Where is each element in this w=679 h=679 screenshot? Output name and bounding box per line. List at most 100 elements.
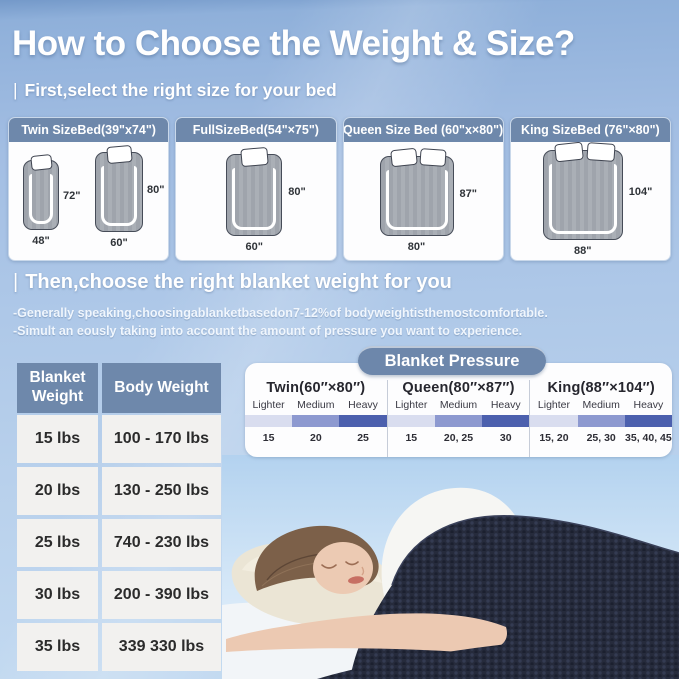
pressure-values: 15 20 25	[245, 432, 387, 444]
blanket-fold-line	[548, 164, 617, 234]
table-cell: 20 lbs	[17, 467, 98, 515]
pressure-group-title: Queen(80″×87″)	[402, 380, 515, 396]
pressure-group-title: Twin(60″×80″)	[266, 380, 366, 396]
pillow-shape	[586, 142, 616, 162]
table-cell: 339 330 lbs	[102, 623, 221, 671]
table-cell: 100 - 170 lbs	[102, 415, 221, 463]
bed-illustration	[226, 146, 283, 236]
label-heavy: Heavy	[633, 399, 664, 411]
value-heavy: 35, 40, 45	[625, 432, 672, 444]
bed-illustration	[542, 141, 623, 240]
value-lighter: 15	[262, 432, 275, 444]
section1-heading-text: First,select the right size for your bed	[24, 80, 337, 100]
card-twin: Twin SizeBed(39"x74") 72" 48" 80" 60"	[8, 117, 170, 261]
section1-heading: | First,select the right size for your be…	[13, 80, 337, 101]
bar-segment-light	[387, 415, 435, 427]
value-medium: 25, 30	[586, 432, 616, 444]
card-full-title: FullSizeBed(54"×75")	[176, 118, 336, 142]
blanket-fold-line	[385, 170, 448, 230]
bed-height-label: 72"	[63, 190, 81, 202]
bed-illustration	[379, 147, 454, 236]
bed-size-cards: Twin SizeBed(39"x74") 72" 48" 80" 60" Fu…	[8, 117, 671, 261]
blanket-pressure-panel: Twin(60″×80″) Lighter Medium Heavy 15 20…	[245, 363, 672, 457]
sleeping-woman-photo	[222, 455, 679, 679]
bed-width-label: 48"	[32, 235, 50, 247]
card-king-title: King SizeBed (76"×80")	[510, 118, 670, 142]
table-cell: 130 - 250 lbs	[102, 467, 221, 515]
bed-width-label: 60"	[110, 237, 128, 249]
card-full: FullSizeBed(54"×75") 80" 60"	[175, 117, 337, 261]
note-line-2: -Simult an eously taking into account th…	[13, 324, 523, 338]
heading-bar: |	[13, 80, 18, 100]
section2-heading-text: Then,choose the right blanket weight for…	[25, 271, 452, 293]
card-queen: Queen Size Bed (60"x×80") 87" 80"	[342, 117, 504, 261]
table-cell: 15 lbs	[17, 415, 98, 463]
card-full-body: 80" 60"	[176, 142, 335, 260]
blanket-fold-line	[101, 166, 137, 226]
bar-segment-medium	[577, 415, 625, 427]
pillow-shape	[106, 144, 133, 165]
label-heavy: Heavy	[490, 399, 521, 411]
label-heavy: Heavy	[348, 399, 378, 411]
pressure-group-king: King(88″×104″) Lighter Medium Heavy 15, …	[529, 380, 672, 457]
bar-segment-medium	[434, 415, 483, 427]
page-title: How to Choose the Weight & Size?	[12, 24, 575, 63]
pillow-shape	[30, 153, 53, 172]
bar-segment-light	[245, 415, 293, 427]
pillow-shape	[553, 141, 584, 163]
bed-width-label: 60"	[245, 241, 263, 253]
pressure-values: 15, 20 25, 30 35, 40, 45	[530, 432, 672, 444]
blanket-pressure-badge: Blanket Pressure	[358, 346, 546, 375]
bed-illustration	[95, 144, 143, 232]
pressure-group-queen: Queen(80″×87″) Lighter Medium Heavy 15 2…	[386, 380, 530, 457]
label-lighter: Lighter	[252, 399, 285, 411]
section2-heading: | Then,choose the right blanket weight fo…	[13, 271, 452, 294]
pillow-shape	[389, 147, 418, 168]
card-twin-title: Twin SizeBed(39"x74")	[9, 118, 169, 142]
table-cell: 35 lbs	[17, 623, 98, 671]
pressure-column-labels: Lighter Medium Heavy	[245, 399, 387, 411]
heading-bar: |	[13, 271, 19, 293]
bed-width-label: 88"	[574, 245, 592, 257]
note-line-1: -Generally speaking,choosingablanketbase…	[13, 306, 548, 320]
col-header-body-weight: Body Weight	[102, 363, 221, 413]
value-medium: 20	[309, 432, 322, 444]
bar-segment-medium	[292, 415, 340, 427]
pressure-gradient-bar	[387, 415, 530, 427]
bed-height-label: 87"	[459, 188, 477, 200]
value-heavy: 30	[499, 432, 512, 444]
bar-segment-heavy	[624, 415, 672, 427]
table-cell: 25 lbs	[17, 519, 98, 567]
pressure-group-twin: Twin(60″×80″) Lighter Medium Heavy 15 20…	[245, 380, 387, 457]
label-medium: Medium	[297, 399, 335, 411]
blanket-fold-line	[29, 174, 53, 224]
value-heavy: 25	[357, 432, 369, 444]
blanket-fold-line	[232, 168, 277, 230]
pressure-column-labels: Lighter Medium Heavy	[530, 399, 672, 411]
label-lighter: Lighter	[537, 399, 570, 411]
table-cell: 200 - 390 lbs	[102, 571, 221, 619]
bed-height-label: 104"	[628, 186, 653, 198]
card-king: King SizeBed (76"×80") 104" 88"	[509, 117, 671, 261]
bar-segment-heavy	[339, 415, 387, 427]
bed-height-label: 80"	[147, 184, 165, 196]
pressure-gradient-bar	[530, 415, 672, 427]
card-queen-body: 87" 80"	[344, 142, 503, 260]
value-lighter: 15, 20	[539, 432, 569, 444]
bar-segment-light	[530, 415, 578, 427]
bar-segment-heavy	[482, 415, 530, 427]
label-lighter: Lighter	[395, 399, 428, 411]
pillow-shape	[418, 148, 447, 167]
card-queen-title: Queen Size Bed (60"x×80")	[343, 118, 503, 142]
label-medium: Medium	[582, 399, 620, 411]
card-king-body: 104" 88"	[511, 141, 670, 260]
table-cell: 30 lbs	[17, 571, 98, 619]
table-cell: 740 - 230 lbs	[102, 519, 221, 567]
pressure-column-labels: Lighter Medium Heavy	[388, 399, 530, 411]
card-twin-body: 72" 48" 80" 60"	[9, 142, 168, 260]
value-lighter: 15	[405, 432, 418, 444]
pillow-shape	[240, 146, 269, 168]
bed-width-label: 80"	[407, 241, 426, 253]
pressure-group-title: King(88″×104″)	[547, 380, 655, 396]
value-medium: 20, 25	[443, 432, 474, 444]
